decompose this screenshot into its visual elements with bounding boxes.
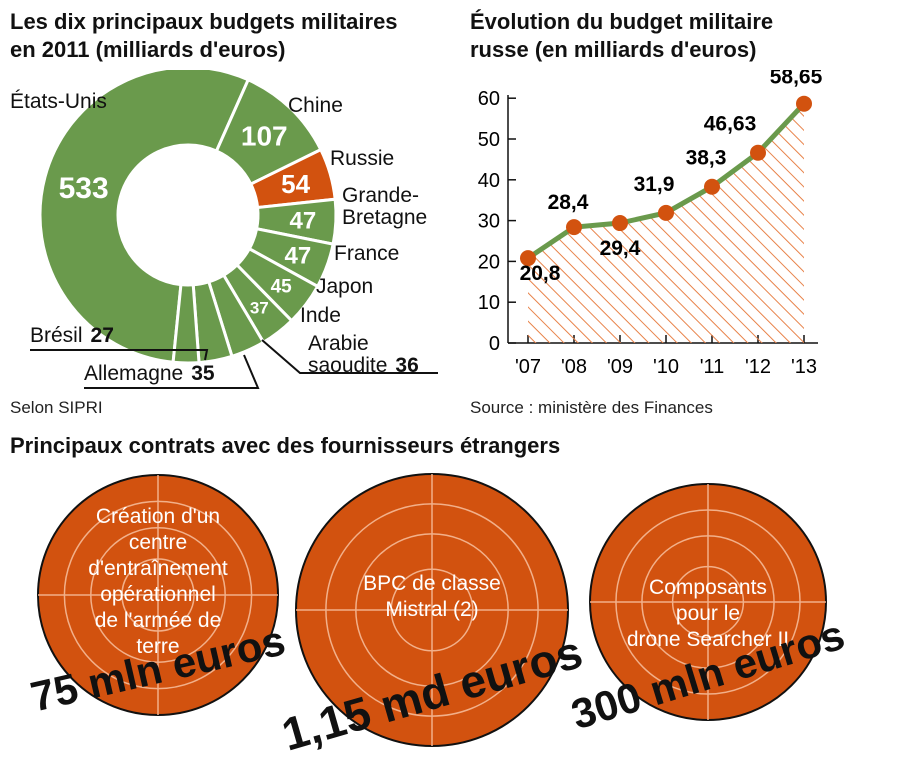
- contract-description: Composants pour le drone Searcher II: [585, 575, 831, 653]
- data-point: [704, 178, 720, 195]
- x-tick-label: '10: [653, 356, 679, 378]
- data-label: 28,4: [548, 191, 589, 214]
- contract-description: Création d'un centre d'entraînement opérati…: [33, 504, 283, 660]
- target-graphic: [589, 483, 827, 721]
- slice-value-label: 107: [241, 121, 288, 152]
- slice-value-label: 47: [290, 208, 317, 235]
- data-label: 58,65: [770, 70, 823, 89]
- contracts-area: Création d'un centre d'entraînement opérati…: [0, 462, 900, 761]
- slice-name-label: Japon: [316, 275, 373, 298]
- slice-value-label: 54: [281, 169, 310, 199]
- contract-target: Composants pour le drone Searcher II 300 ml…: [566, 479, 850, 738]
- y-tick-label: 50: [478, 129, 500, 151]
- contract-description-line: drone Searcher II: [626, 628, 790, 651]
- data-label: 38,3: [686, 147, 727, 170]
- data-point: [566, 219, 582, 236]
- x-tick-label: '08: [561, 356, 587, 378]
- contracts-title: Principaux contrats avec des fournisseur…: [10, 433, 561, 458]
- line-source: Source : ministère des Finances: [470, 398, 713, 417]
- y-tick-label: 20: [478, 251, 500, 273]
- slice-name-label: Inde: [300, 304, 341, 327]
- data-point: [750, 144, 766, 161]
- data-label: 31,9: [634, 173, 675, 196]
- contract-description-line: Composants: [649, 576, 767, 599]
- contract-description: BPC de classe Mistral (2): [291, 571, 573, 623]
- contract-target: Création d'un centre d'entraînement opérati…: [26, 470, 289, 721]
- slice-name-label: Allemagne 35: [84, 362, 215, 385]
- slice-value-label: 37: [250, 299, 269, 318]
- y-tick-label: 10: [478, 292, 500, 314]
- slice-name-label: Grande-Bretagne: [342, 184, 427, 229]
- contract-description-line: centre: [128, 531, 188, 554]
- data-label: 20,8: [520, 262, 561, 285]
- pie-source: Selon SIPRI: [10, 398, 103, 417]
- x-tick-label: '11: [700, 356, 725, 378]
- hatched-area: [528, 103, 804, 343]
- x-tick-label: '13: [791, 356, 817, 378]
- slice-name-label: Arabie saoudite 36: [308, 332, 419, 377]
- contract-description-line: BPC de classe: [363, 572, 501, 595]
- leader-line: [261, 339, 438, 374]
- pie-title-line-2: en 2011 (milliards d'euros): [10, 37, 286, 62]
- target-graphic: [37, 474, 279, 716]
- contract-description-line: Mistral (2): [385, 598, 479, 621]
- x-tick-label: '12: [745, 356, 771, 378]
- contract-description-line: Création d'un: [95, 505, 221, 528]
- slice-name-label: États-Unis: [10, 90, 107, 113]
- data-label: 46,63: [704, 113, 757, 136]
- data-point: [612, 215, 628, 232]
- slice-name-label: France: [334, 242, 399, 265]
- contract-description-line: de l'armée de: [94, 609, 222, 632]
- line-chart-title: Évolution du budget militaire russe (en …: [470, 8, 773, 64]
- contract-description-line: pour le: [675, 602, 741, 625]
- donut-slice: [38, 70, 251, 364]
- pie-chart-title: Les dix principaux budgets militaires en…: [10, 8, 398, 64]
- data-label: 29,4: [600, 237, 641, 260]
- donut-slice: [171, 283, 201, 365]
- contract-target: BPC de classe Mistral (2) 1,15 md euros: [276, 469, 588, 761]
- leader-line: [30, 349, 209, 361]
- x-tick-label: '07: [515, 356, 541, 378]
- pie-title-line-1: Les dix principaux budgets militaires: [10, 9, 398, 34]
- target-graphic: [295, 473, 569, 747]
- slice-value-label: 47: [285, 243, 312, 270]
- y-tick-label: 30: [478, 211, 500, 233]
- line-title-line-2: russe (en milliards d'euros): [470, 37, 757, 62]
- leader-line: [84, 354, 260, 389]
- contract-description-line: d'entraînement: [88, 557, 228, 580]
- slice-name-label: Russie: [330, 147, 394, 170]
- y-tick-label: 60: [478, 88, 500, 110]
- data-point: [520, 250, 536, 267]
- line-title-line-1: Évolution du budget militaire: [470, 9, 774, 34]
- y-tick-label: 40: [478, 170, 500, 192]
- data-point: [796, 95, 812, 112]
- y-tick-label: 0: [489, 333, 500, 355]
- contract-description-line: opérationnel: [100, 583, 216, 606]
- slice-value-label: 45: [271, 276, 293, 297]
- contract-description-line: terre: [136, 635, 180, 658]
- line-chart: 0 10 20 30 40 50 60 '07 '08 '09 '10 '11 '12 '13 20,8 28…: [478, 70, 823, 378]
- slice-value-label: 533: [59, 172, 109, 205]
- x-tick-label: '09: [607, 356, 633, 378]
- slice-name-label: Brésil 27: [30, 324, 114, 347]
- slice-name-label: Chine: [288, 94, 343, 117]
- data-point: [658, 204, 674, 221]
